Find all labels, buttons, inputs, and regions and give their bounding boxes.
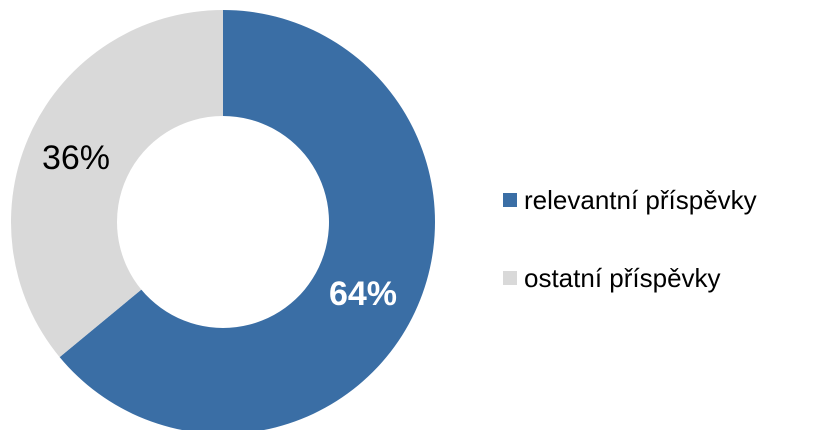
legend-swatch-other — [503, 271, 517, 285]
donut-slice-0 — [59, 10, 435, 430]
legend-label-relevant: relevantní příspěvky — [524, 184, 757, 215]
slice-label-1: 36% — [42, 139, 110, 177]
legend-swatch-relevant — [503, 193, 517, 207]
legend-item-relevant: relevantní příspěvky — [503, 180, 814, 220]
legend: relevantní příspěvky ostatní příspěvky — [503, 180, 814, 336]
legend-item-other: ostatní příspěvky — [503, 258, 814, 298]
slice-labels: 64% 36% — [42, 139, 397, 313]
legend-label-other: ostatní příspěvky — [524, 262, 721, 293]
donut-slices — [11, 10, 435, 430]
donut-slice-1 — [11, 10, 224, 358]
slice-label-0: 64% — [329, 275, 397, 313]
